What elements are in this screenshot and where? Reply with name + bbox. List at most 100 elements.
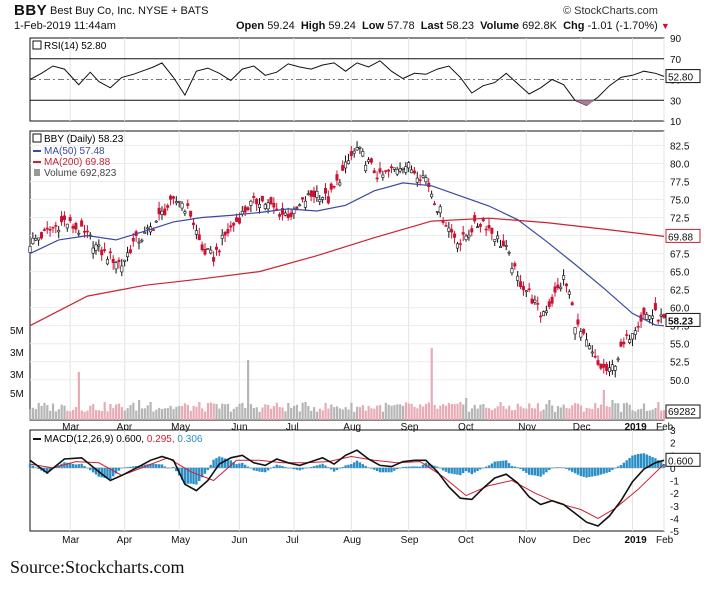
volume-bar (433, 404, 436, 420)
volume-bar (103, 402, 106, 420)
price-candle-body (123, 259, 127, 262)
price-candle-body (220, 235, 224, 239)
macd-histogram-bar (648, 455, 651, 468)
volume-bar (74, 407, 78, 420)
price-candle-body (97, 244, 101, 247)
volume-bar (522, 408, 525, 420)
macd-histogram-bar (499, 460, 502, 468)
price-candle-body (166, 205, 170, 208)
rsi-ytick-label: 90 (670, 34, 682, 45)
price-legend-label: BBY (Daily) 58.23 (44, 134, 124, 145)
macd-histogram-bar (243, 464, 247, 468)
volume-label: Volume (480, 20, 519, 32)
volume-bar (158, 407, 161, 420)
price-candle-body (458, 243, 462, 245)
macd-histogram-bar (264, 467, 267, 473)
macd-ytick-label: -4 (670, 514, 679, 525)
price-candle-body (137, 241, 141, 244)
volume-bar (539, 411, 542, 420)
macd-histogram-bar (212, 459, 215, 468)
volume-bar (338, 408, 342, 420)
price-candle-body (332, 185, 336, 188)
volume-bar (275, 402, 278, 420)
macd-histogram-bar (200, 467, 204, 478)
price-candle-body (226, 229, 230, 234)
price-candle-body (108, 251, 112, 254)
volume-bar (146, 405, 149, 420)
ma50-line (29, 182, 665, 327)
volume-ytick-label: 5M (10, 389, 24, 400)
volume-bar (528, 403, 531, 420)
macd-histogram-bar (559, 467, 562, 468)
volume-bar (645, 410, 648, 420)
macd-histogram-bar (662, 464, 666, 468)
volume-bar (347, 409, 350, 420)
low-value: 57.78 (387, 20, 415, 32)
macd-histogram-bar (413, 466, 416, 468)
price-candle-body (243, 206, 247, 213)
price-candle-body (653, 303, 657, 311)
open-value: 59.24 (267, 20, 295, 32)
volume-bar (341, 409, 344, 420)
price-candle-body (303, 200, 307, 208)
macd-histogram-bar (556, 467, 560, 468)
price-candle-body (504, 245, 508, 247)
volume-bar (404, 402, 408, 420)
volume-bar (387, 404, 390, 420)
open-label: Open (236, 20, 265, 32)
volume-bar (51, 403, 55, 420)
rsi-ytick-label: 10 (670, 117, 682, 128)
price-candle-body (435, 211, 439, 213)
price-candle-body (467, 234, 471, 238)
price-ytick-label: 80.0 (670, 159, 690, 170)
price-candle-body (550, 296, 554, 304)
price-ytick-label: 50.0 (670, 376, 690, 387)
macd-histogram-bar (258, 467, 261, 472)
macd-histogram-bar (48, 467, 52, 472)
price-candle-body (513, 263, 517, 267)
price-candle-body (68, 217, 72, 222)
macd-histogram-bar (393, 467, 396, 471)
volume-bar (252, 408, 255, 420)
price-candle-body (39, 232, 43, 239)
volume-bar (410, 403, 413, 420)
volume-bar (304, 402, 307, 420)
price-candle-body (74, 223, 78, 230)
volume-bar (356, 406, 359, 420)
volume-bar (373, 408, 376, 420)
macd-histogram-bar (490, 463, 494, 468)
macd-histogram-bar (570, 467, 574, 472)
price-candle-body (117, 259, 121, 263)
macd-histogram-bar (129, 466, 132, 468)
macd-last-label: 0.600 (668, 456, 693, 467)
price-candle-body (395, 168, 399, 175)
price-candle-body (464, 235, 468, 241)
macd-histogram-bar (77, 464, 80, 468)
macd-histogram-bar (292, 467, 296, 470)
volume-bar (258, 411, 261, 420)
volume-bar (424, 403, 428, 420)
price-candle-body (37, 237, 41, 241)
volume-bar (496, 406, 499, 420)
macd-histogram-bar (573, 467, 577, 474)
volume-bar (361, 405, 364, 420)
macd-histogram-bar (596, 467, 600, 476)
price-candle-body (556, 284, 560, 289)
price-candle-body (272, 202, 276, 208)
volume-bar (269, 408, 273, 420)
price-ytick-label: 77.5 (670, 177, 690, 188)
volume-bar (637, 409, 640, 420)
macd-histogram-bar (361, 464, 364, 468)
price-candle-body (605, 364, 609, 371)
price-candle-body (171, 196, 175, 199)
volume-bar (510, 410, 514, 420)
macd-histogram-bar (111, 467, 115, 477)
macd-histogram-bar (312, 466, 316, 468)
volume-bar (126, 408, 129, 420)
macd-histogram-bar (396, 467, 399, 470)
volume-bar (140, 408, 144, 420)
price-candle-body (269, 197, 273, 204)
macd-xtick-label: Feb (656, 535, 674, 546)
price-candle-body (62, 215, 66, 221)
volume-bar (249, 404, 253, 420)
